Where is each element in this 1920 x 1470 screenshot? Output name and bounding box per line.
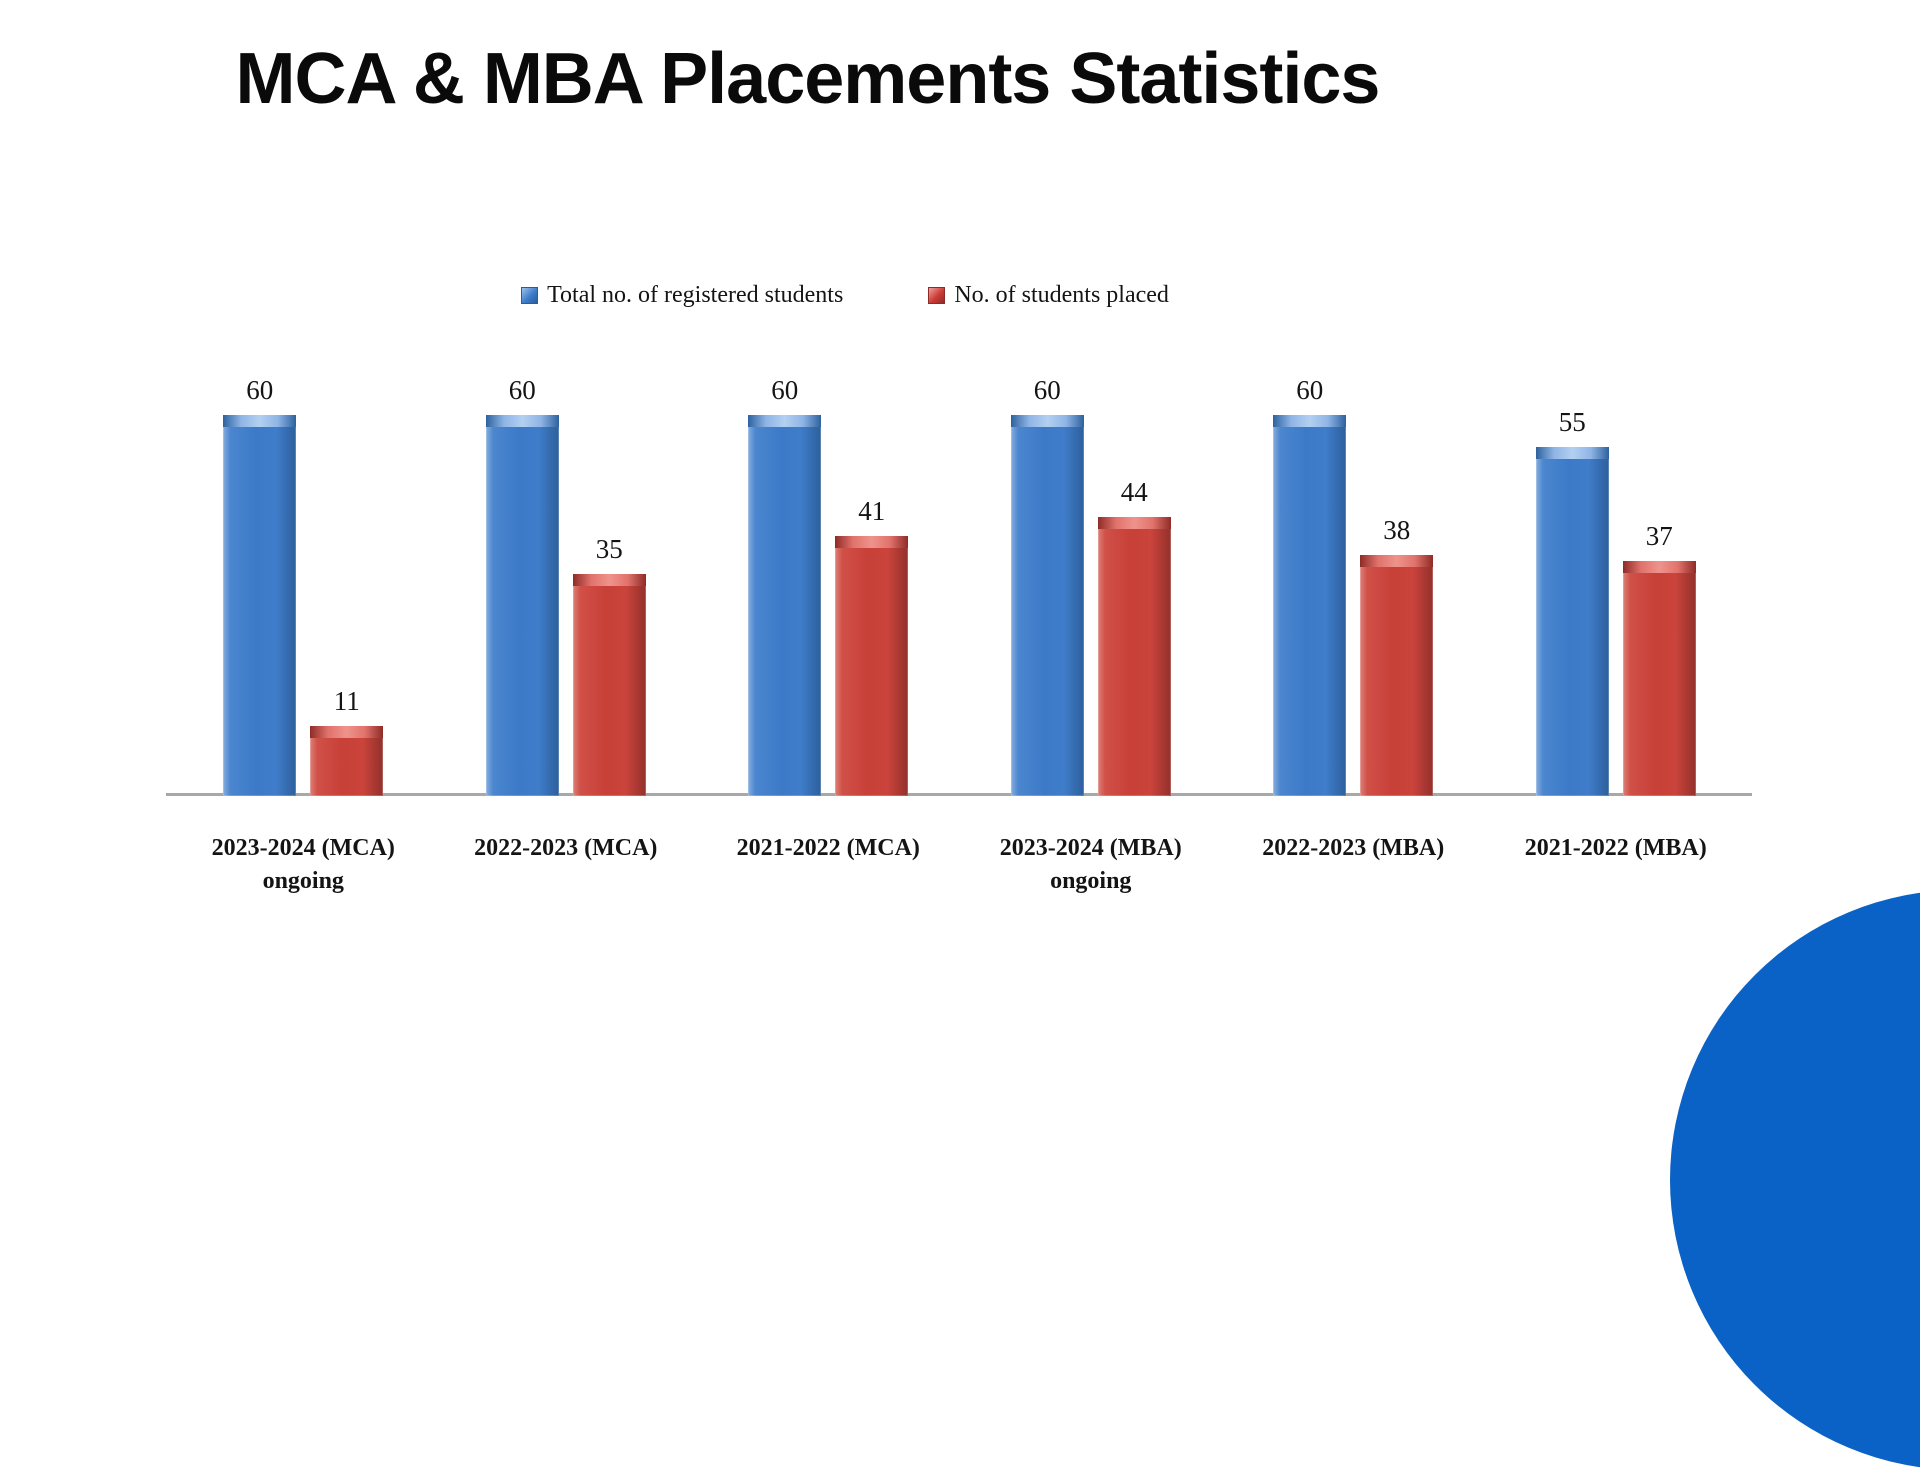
bar-data-label: 60 [771,375,799,405]
bar-bevel [1010,415,1084,427]
category-label: 2022-2023 (MBA) [1222,832,1485,898]
registered-bar: 60 [1273,375,1347,796]
bar-group: 60 44 [960,375,1223,796]
bar-data-label: 41 [858,496,886,526]
bar-bevel [1622,561,1696,573]
bar-data-label: 38 [1383,515,1411,545]
bar-data-label: 55 [1558,407,1586,437]
bar-group: 60 35 [435,375,698,796]
corner-accent-circle [1670,890,1920,1470]
bar-group: 55 37 [1485,407,1748,796]
bar-group: 60 11 [172,375,435,796]
category-label: 2022-2023 (MCA) [435,832,698,898]
bar-data-label: 60 [1296,375,1324,405]
category-label: 2023-2024 (MCA) ongoing [172,832,435,898]
bar-bevel [748,415,822,427]
category-label-line: 2023-2024 (MCA) [211,835,395,861]
category-label-line: ongoing [262,868,344,895]
bar-data-label: 11 [333,686,360,716]
category-label-line: ongoing [1050,868,1132,895]
placed-bar: 37 [1622,521,1696,796]
bar-bevel [572,574,646,586]
bar-bevel [835,536,909,548]
page-title: MCA & MBA Placements Statistics [235,39,1381,119]
category-label-line: 2022-2023 (MBA) [1262,835,1445,861]
placed-bar: 41 [835,496,909,796]
bar-bevel [485,415,559,427]
registered-bar: 60 [485,375,559,796]
category-label-line: 2023-2024 (MBA) [999,835,1182,861]
legend-label: Total no. of registered students [547,282,844,308]
bar-bevel [1273,415,1347,427]
registered-bar: 55 [1535,407,1609,796]
category-label: 2023-2024 (MBA) ongoing [960,832,1223,898]
category-label: 2021-2022 (MBA) [1485,832,1748,898]
bar-bevel [1360,555,1434,567]
bar-data-label: 60 [508,375,536,405]
bar-bevel [310,726,384,738]
bar-data-label: 35 [595,534,623,564]
category-label-line: 2021-2022 (MCA) [736,835,920,861]
bar-data-label: 60 [1033,375,1061,405]
category-label-line: 2021-2022 (MBA) [1524,835,1707,861]
bars-row: 60 11 60 35 60 41 60 44 60 38 55 37 [172,375,1748,796]
placed-bar: 38 [1360,515,1434,796]
placed-bar: 11 [310,686,384,796]
placed-bar: 35 [572,534,646,796]
bar-data-label: 37 [1645,521,1673,551]
x-axis-line [166,793,1752,796]
legend-swatch-icon [521,287,539,304]
registered-bar: 60 [1010,375,1084,796]
bar-data-label: 60 [246,375,274,405]
placed-bar: 44 [1097,477,1171,796]
legend-label: No. of students placed [954,282,1169,308]
category-label: 2021-2022 (MCA) [697,832,960,898]
legend-item: Total no. of registered students [521,282,843,309]
bar-bevel [1097,517,1171,529]
registered-bar: 60 [748,375,822,796]
category-axis-labels: 2023-2024 (MCA) ongoing 2022-2023 (MCA) 202… [172,832,1747,898]
bar-bevel [223,415,297,427]
bar-bevel [1535,447,1609,459]
legend-swatch-icon [928,287,946,304]
slide: MCA & MBA Placements Statistics Total no… [0,39,1920,1470]
category-label-line: 2022-2023 (MCA) [474,835,658,861]
bar-group: 60 38 [1222,375,1485,796]
bar-group: 60 41 [697,375,960,796]
chart-legend: Total no. of registered students No. of s… [0,282,1690,309]
bar-data-label: 44 [1120,477,1148,507]
legend-item: No. of students placed [928,282,1169,309]
registered-bar: 60 [223,375,297,796]
